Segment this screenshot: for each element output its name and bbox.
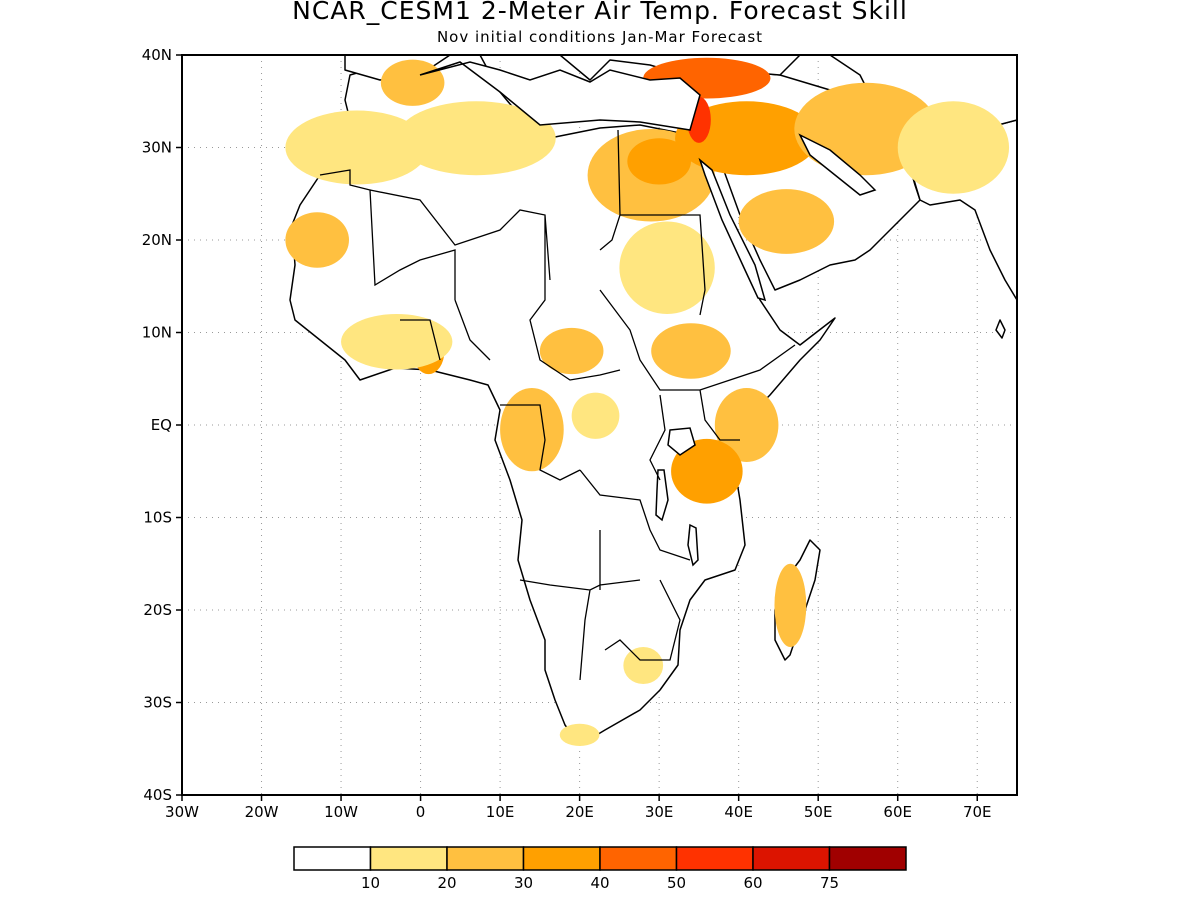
skill-region	[396, 101, 556, 176]
skill-region	[897, 101, 1010, 194]
axis-ticks: 30W 20W 10W 0 10E 20E 30E 40E 50E 60E 70E 40N 30N 20N…	[142, 46, 992, 821]
map-subtitle: Nov initial conditions Jan-Mar Forecast	[436, 28, 764, 46]
legend-label: 75	[820, 874, 839, 892]
x-tick-label: 70E	[963, 803, 992, 821]
legend-label: 50	[667, 874, 686, 892]
skill-region	[500, 388, 564, 472]
skill-region	[627, 138, 691, 185]
legend-swatch	[752, 846, 831, 871]
legend-label: 60	[743, 874, 762, 892]
lake-tanganyika	[655, 469, 669, 522]
legend-label: 10	[361, 874, 380, 892]
legend-swatch	[675, 846, 754, 871]
skill-region	[619, 221, 715, 314]
skill-shading	[285, 57, 1010, 746]
border-lines	[319, 129, 796, 681]
y-tick-label: 20S	[143, 601, 172, 619]
x-tick-label: 50E	[804, 803, 833, 821]
x-tick-label: 60E	[883, 803, 912, 821]
y-tick-label: 20N	[142, 231, 172, 249]
lake-malawi	[687, 523, 699, 567]
x-tick-label: 10W	[324, 803, 358, 821]
legend-swatch	[522, 846, 601, 871]
y-tick-label: 30S	[143, 694, 172, 712]
x-tick-label: 20E	[565, 803, 594, 821]
skill-region	[341, 314, 453, 370]
skill-region	[539, 327, 604, 375]
legend-label: 40	[590, 874, 609, 892]
skill-region	[651, 323, 731, 379]
legend-swatch	[828, 846, 907, 871]
skill-region	[671, 438, 743, 504]
legend-swatch	[369, 846, 448, 871]
legend-swatch	[599, 846, 678, 871]
sri-lanka-outline	[995, 319, 1006, 339]
persian-gulf	[798, 133, 877, 196]
y-tick-label: 10N	[142, 324, 172, 342]
red-sea	[698, 157, 767, 302]
map-title: NCAR_CESM1 2-Meter Air Temp. Forecast Sk…	[292, 0, 908, 25]
x-tick-label: 30W	[165, 803, 199, 821]
x-tick-label: 20W	[245, 803, 279, 821]
legend-label: 20	[437, 874, 456, 892]
x-tick-label: 0	[416, 803, 426, 821]
africa-outline	[289, 55, 836, 746]
color-legend: 10 20 30 40 50 60 75	[293, 846, 907, 892]
x-tick-label: 10E	[486, 803, 515, 821]
skill-region	[774, 563, 807, 647]
skill-region	[623, 647, 664, 684]
skill-region	[738, 189, 835, 254]
y-tick-label: EQ	[151, 416, 172, 434]
lake-victoria	[667, 427, 696, 456]
legend-swatch	[293, 846, 372, 871]
legend-swatch	[446, 846, 525, 871]
skill-region	[571, 392, 620, 439]
y-tick-label: 30N	[142, 139, 172, 157]
skill-region	[559, 723, 600, 746]
x-tick-label: 30E	[645, 803, 674, 821]
y-tick-label: 10S	[143, 509, 172, 527]
skill-region	[380, 59, 445, 106]
mediterranean	[419, 61, 701, 131]
water-bodies	[419, 61, 877, 567]
x-tick-label: 40E	[724, 803, 753, 821]
legend-label: 30	[514, 874, 533, 892]
y-tick-label: 40N	[142, 46, 172, 64]
skill-region	[714, 388, 779, 462]
skill-region	[285, 110, 429, 185]
skill-region	[285, 212, 350, 268]
country-borders	[319, 129, 796, 681]
y-tick-label: 40S	[143, 786, 172, 804]
